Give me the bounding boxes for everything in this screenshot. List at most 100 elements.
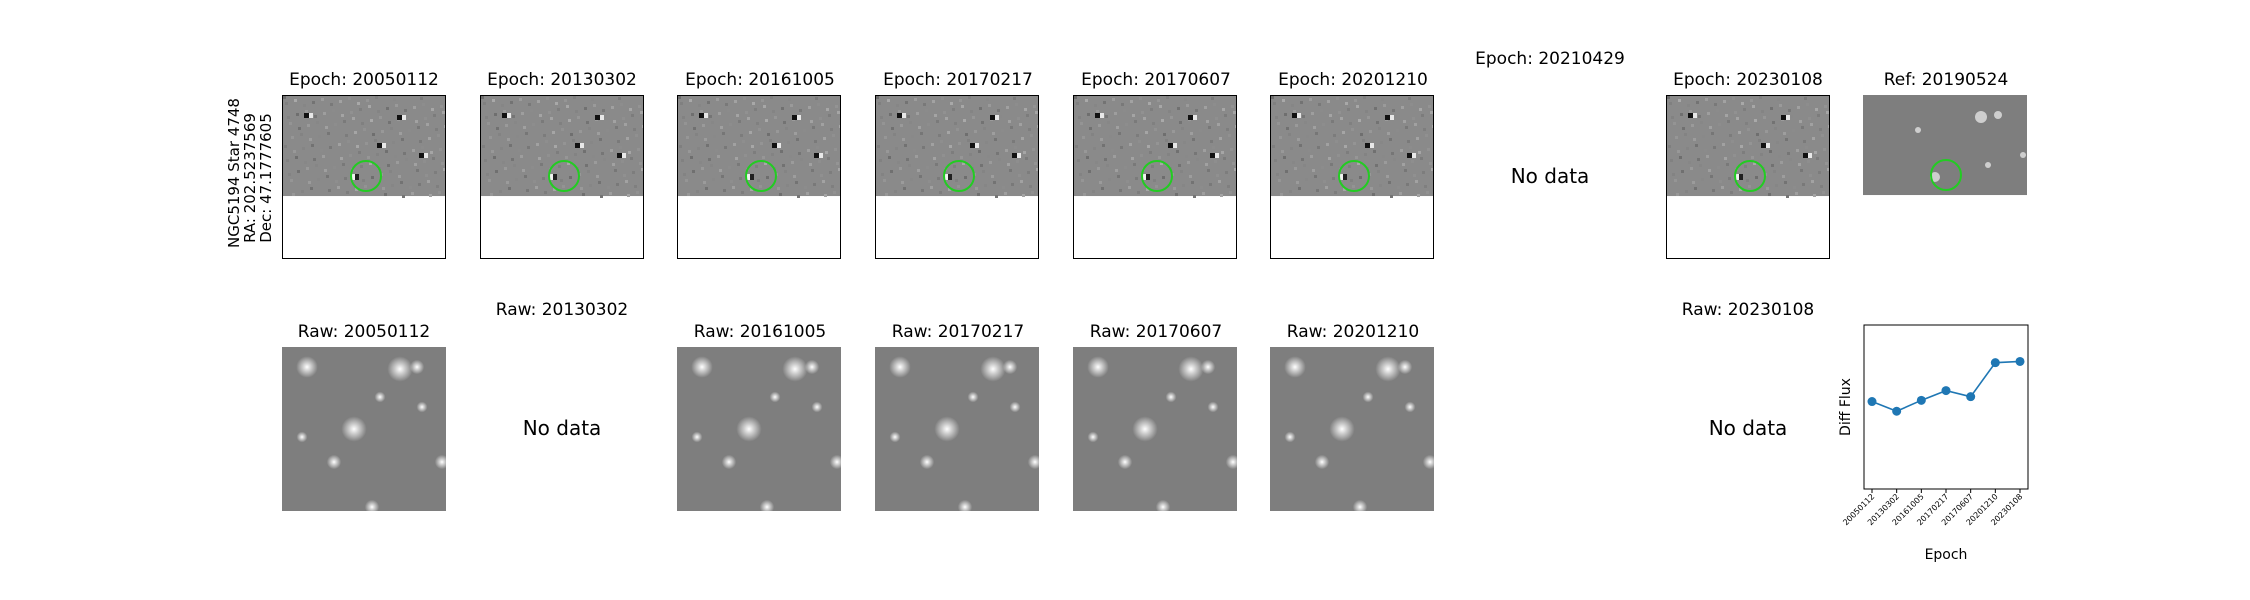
raw-star <box>1397 359 1413 375</box>
target-circle <box>1734 160 1766 192</box>
ref-target-circle <box>1930 159 1962 191</box>
raw-star <box>326 454 342 470</box>
raw-star <box>1352 499 1368 511</box>
diff-dipole-dark <box>990 115 995 120</box>
raw-image-5-svg <box>1073 347 1237 511</box>
diff-flux-point <box>1916 395 1926 405</box>
diff-dipole-light <box>622 153 626 158</box>
raw-star <box>829 454 841 470</box>
raw-star <box>296 431 308 443</box>
diff-image-3-svg <box>678 96 840 198</box>
raw-star <box>1087 356 1109 378</box>
diff-target <box>944 174 948 180</box>
diff-target-dark <box>1146 174 1150 180</box>
diff-dipole-light <box>1786 115 1790 120</box>
diff-nodata-7: No data <box>1510 164 1590 188</box>
diff-dipole-light <box>777 143 781 148</box>
ref-star <box>1915 127 1921 133</box>
diff-flux-point <box>1990 358 2000 368</box>
diff-target <box>1339 174 1343 180</box>
raw-star <box>341 416 367 442</box>
diff-dipole-dark <box>304 113 309 118</box>
diff-image-6 <box>1270 95 1434 259</box>
diff-dipole-dark <box>1012 153 1017 158</box>
raw-star <box>919 454 935 470</box>
diff-dipole-dark <box>1095 113 1100 118</box>
raw-image-3 <box>677 347 841 511</box>
diff-dipole-light <box>1390 115 1394 120</box>
diff-image-2 <box>480 95 644 259</box>
diff-target <box>746 174 750 180</box>
light-curve-chart: 2005011220130302201610052017021720170607… <box>1838 324 2029 563</box>
diff-dipole-dark <box>617 153 622 158</box>
raw-star <box>736 416 762 442</box>
diff-title-7: Epoch: 20210429 <box>1475 49 1625 69</box>
diff-dipole-dark <box>1188 115 1193 120</box>
diff-dipole-light <box>797 115 801 120</box>
raw-star <box>1165 391 1177 403</box>
diff-dipole-dark <box>1688 113 1693 118</box>
ref-star <box>1975 111 1987 123</box>
ref-star <box>1985 162 1991 168</box>
diff-dipole-light <box>424 153 428 158</box>
raw-star <box>811 401 823 413</box>
raw-star <box>1314 454 1330 470</box>
diff-dipole-light <box>402 115 406 120</box>
raw-star <box>980 356 1006 382</box>
diff-dipole-light <box>1017 153 1021 158</box>
diff-flux-point <box>1966 392 1976 402</box>
raw-star <box>409 359 425 375</box>
diff-title-4: Epoch: 20170217 <box>883 70 1033 90</box>
object-label: NGC5194 Star 4748 RA: 202.5237569 Dec: 4… <box>225 98 275 248</box>
diff-target-dark <box>948 174 952 180</box>
diff-dipole-light <box>1297 113 1301 118</box>
raw-star <box>1362 391 1374 403</box>
diff-target-dark <box>1343 174 1347 180</box>
diff-dipole-light <box>309 113 313 118</box>
y-axis-label: Diff Flux <box>1838 378 1854 436</box>
ref-title: Ref: 20190524 <box>1883 70 2009 90</box>
diff-dipole-dark <box>699 113 704 118</box>
diff-dipole-light <box>507 113 511 118</box>
ref-image <box>1863 95 2027 259</box>
diff-target <box>1735 174 1739 180</box>
diff-dipole-dark <box>1803 153 1808 158</box>
raw-image-4 <box>875 347 1039 511</box>
diff-dipole-dark <box>897 113 902 118</box>
diff-image-5 <box>1073 95 1237 259</box>
raw-image-1 <box>282 347 446 511</box>
raw-title-2: Raw: 20130302 <box>495 300 629 320</box>
raw-star <box>1200 359 1216 375</box>
diff-dipole-dark <box>772 143 777 148</box>
target-circle <box>548 160 580 192</box>
diff-dipole-dark <box>502 113 507 118</box>
raw-star <box>691 356 713 378</box>
diff-title-3: Epoch: 20161005 <box>685 70 835 90</box>
raw-star <box>1009 401 1021 413</box>
ref-image-svg <box>1863 95 2027 196</box>
x-axis-label: Epoch <box>1925 547 1968 563</box>
diff-target <box>1142 174 1146 180</box>
diff-dipole-dark <box>1781 115 1786 120</box>
raw-title-1: Raw: 20050112 <box>297 322 431 342</box>
diff-target <box>351 174 355 180</box>
diff-dipole-light <box>1412 153 1416 158</box>
diff-dipole-dark <box>1168 143 1173 148</box>
diff-title-2: Epoch: 20130302 <box>487 70 637 90</box>
raw-title-4: Raw: 20170217 <box>891 322 1025 342</box>
raw-title-5: Raw: 20170607 <box>1089 322 1223 342</box>
raw-star <box>1207 401 1219 413</box>
raw-star <box>1375 356 1401 382</box>
raw-nodata-2: No data <box>522 416 602 440</box>
raw-star <box>782 356 808 382</box>
raw-star <box>296 356 318 378</box>
ref-star <box>1994 111 2002 119</box>
diff-image-3 <box>677 95 841 259</box>
diff-dipole-dark <box>419 153 424 158</box>
diff-target <box>549 174 553 180</box>
diff-dipole-light <box>1766 143 1770 148</box>
diff-title-6: Epoch: 20201210 <box>1278 70 1428 90</box>
diff-dipole-light <box>1173 143 1177 148</box>
target-circle <box>745 160 777 192</box>
object-name: NGC5194 Star 4748 <box>225 98 243 248</box>
